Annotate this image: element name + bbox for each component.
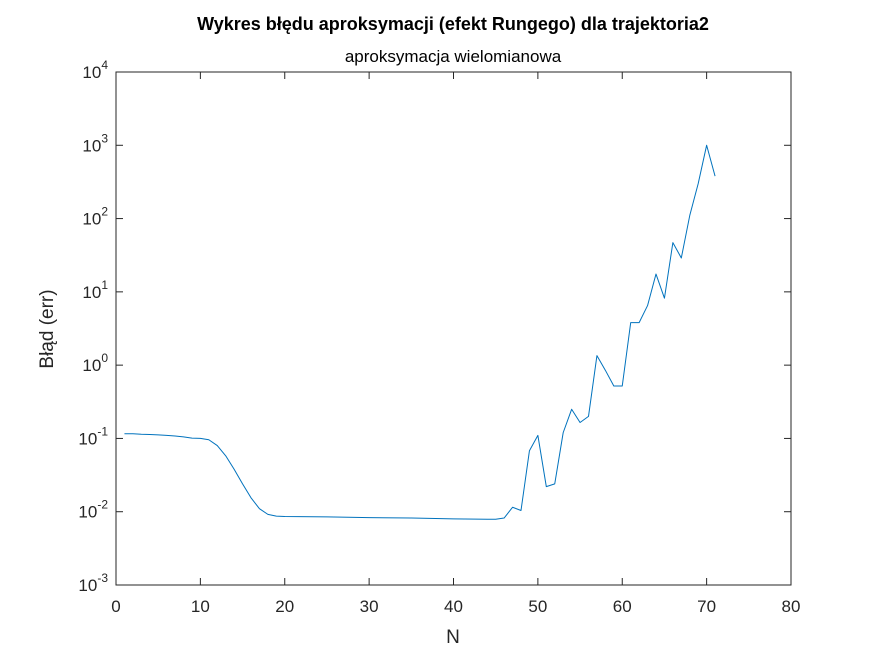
chart-subtitle: aproksymacja wielomianowa	[345, 47, 562, 66]
chart-title: Wykres błędu aproksymacji (efekt Rungego…	[197, 14, 709, 34]
x-axis-label: N	[446, 627, 460, 648]
x-tick-label: 10	[191, 597, 210, 616]
y-tick-label: 101	[82, 278, 108, 302]
x-tick-label: 70	[697, 597, 716, 616]
x-tick-label: 0	[111, 597, 120, 616]
plot-area	[116, 72, 791, 585]
series-line	[124, 144, 716, 520]
y-tick-label: 10-1	[78, 424, 108, 448]
x-tick-label: 50	[528, 597, 547, 616]
y-tick-label: 103	[82, 131, 108, 155]
y-tick-label: 102	[82, 205, 108, 229]
y-tick-label: 104	[82, 58, 108, 82]
y-tick-label: 100	[82, 351, 108, 375]
x-tick-label: 80	[782, 597, 801, 616]
x-tick-label: 20	[275, 597, 294, 616]
y-axis-label: Błąd (err)	[37, 289, 58, 368]
x-axis-ticks: 0 10 20 30 40 50 60 70 80	[111, 72, 800, 616]
x-tick-label: 60	[613, 597, 632, 616]
y-tick-label: 10-2	[78, 498, 108, 522]
y-axis-ticks: 10-3 10-2 10-1 100 101 102 103 104	[78, 58, 791, 595]
x-tick-label: 30	[360, 597, 379, 616]
x-tick-label: 40	[444, 597, 463, 616]
y-tick-label: 10-3	[78, 571, 108, 595]
